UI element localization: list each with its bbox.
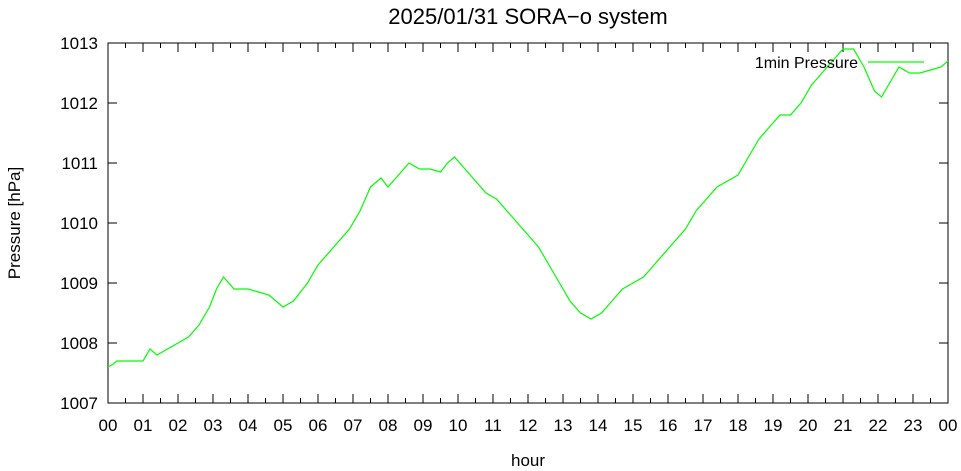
x-tick-label: 22 (869, 416, 888, 435)
x-tick-label: 17 (694, 416, 713, 435)
x-axis-label: hour (511, 451, 545, 470)
y-tick-label: 1009 (60, 274, 98, 293)
x-tick-label: 15 (624, 416, 643, 435)
x-tick-label: 00 (99, 416, 118, 435)
x-tick-label: 20 (799, 416, 818, 435)
x-tick-label: 18 (729, 416, 748, 435)
y-tick-label: 1012 (60, 94, 98, 113)
x-tick-label: 12 (519, 416, 538, 435)
chart-title: 2025/01/31 SORA−o system (388, 4, 667, 29)
y-tick-label: 1007 (60, 394, 98, 413)
y-tick-label: 1008 (60, 334, 98, 353)
x-tick-label: 13 (554, 416, 573, 435)
x-tick-label: 08 (379, 416, 398, 435)
legend-label: 1min Pressure (755, 55, 858, 72)
x-tick-label: 02 (169, 416, 188, 435)
y-ticks: 1007 1008 1009 1010 1011 1012 1013 (60, 34, 948, 413)
x-tick-label: 07 (344, 416, 363, 435)
x-tick-label: 05 (274, 416, 293, 435)
x-tick-label: 04 (239, 416, 258, 435)
x-tick-label: 01 (134, 416, 153, 435)
x-ticks: 00 01 02 03 04 05 06 07 08 09 10 11 12 13 14 15 16 17 18 19… (99, 43, 958, 435)
x-tick-label: 06 (309, 416, 328, 435)
y-tick-label: 1010 (60, 214, 98, 233)
series-line-pressure (107, 48, 949, 368)
x-tick-label: 09 (414, 416, 433, 435)
series-layer (107, 48, 949, 368)
y-tick-label: 1011 (61, 154, 98, 173)
x-tick-label: 14 (589, 416, 608, 435)
x-tick-label: 19 (764, 416, 783, 435)
x-tick-label: 03 (204, 416, 223, 435)
x-tick-label: 21 (834, 416, 853, 435)
plot-frame (107, 42, 949, 404)
x-tick-label: 00 (939, 416, 958, 435)
x-tick-label: 10 (449, 416, 468, 435)
y-axis-label: Pressure [hPa] (5, 167, 24, 279)
legend: 1min Pressure (755, 55, 924, 72)
y-tick-label: 1013 (60, 34, 98, 53)
x-tick-label: 23 (904, 416, 923, 435)
x-tick-label: 11 (484, 416, 502, 435)
x-tick-label: 16 (659, 416, 678, 435)
